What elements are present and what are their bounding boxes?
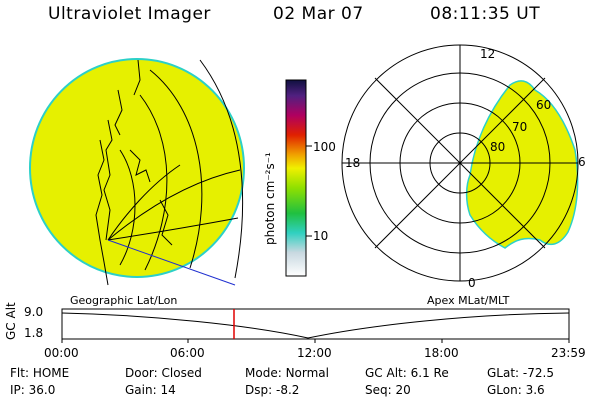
mlat-label-80: 80 bbox=[490, 140, 506, 154]
altitude-axis-label: GC Alt bbox=[4, 302, 18, 340]
mlt-label-18: 18 bbox=[345, 156, 361, 170]
info-flt-value: HOME bbox=[32, 366, 70, 380]
instrument-title: Ultraviolet Imager bbox=[48, 4, 211, 24]
info-seq-label: Seq: bbox=[365, 383, 392, 397]
geographic-label: Geographic Lat/Lon bbox=[70, 294, 178, 307]
altitude-plot bbox=[61, 308, 570, 343]
mlt-label-6: 6 bbox=[578, 155, 586, 169]
time-tick-2359: 23:59 bbox=[551, 346, 586, 360]
info-dsp: Dsp: -8.2 bbox=[245, 383, 299, 397]
time-tick-0000: 00:00 bbox=[44, 346, 79, 360]
mlt-label-0: 0 bbox=[468, 276, 476, 290]
info-mode-value: Normal bbox=[285, 366, 329, 380]
info-gain-label: Gain: bbox=[125, 383, 157, 397]
info-door: Door: Closed bbox=[125, 366, 202, 380]
info-glon-value: 3.6 bbox=[525, 383, 545, 397]
info-gcalt-label: GC Alt: bbox=[365, 366, 407, 380]
info-dsp-value: -8.2 bbox=[275, 383, 300, 397]
geographic-globe bbox=[29, 58, 245, 286]
info-glat-label: GLat: bbox=[487, 366, 520, 380]
time-label: 08:11:35 UT bbox=[430, 4, 541, 24]
altitude-min-label: 1.8 bbox=[24, 326, 44, 340]
colorbar-tick-10: 10 bbox=[313, 229, 329, 243]
apex-label: Apex MLat/MLT bbox=[427, 294, 510, 307]
time-tick-1800: 18:00 bbox=[424, 346, 459, 360]
info-seq-value: 20 bbox=[395, 383, 411, 397]
info-ip-value: 36.0 bbox=[28, 383, 56, 397]
mlat-label-70: 70 bbox=[512, 120, 528, 134]
colorbar-unit-label: photon cm⁻²s⁻¹ bbox=[263, 152, 277, 245]
date-label: 02 Mar 07 bbox=[273, 4, 364, 24]
info-door-value: Closed bbox=[161, 366, 202, 380]
info-gcalt: GC Alt: 6.1 Re bbox=[365, 366, 449, 380]
info-gcalt-value: 6.1 Re bbox=[410, 366, 449, 380]
info-mode: Mode: Normal bbox=[245, 366, 329, 380]
info-glon: GLon: 3.6 bbox=[487, 383, 545, 397]
info-glon-label: GLon: bbox=[487, 383, 522, 397]
colorbar-tick-100: 100 bbox=[313, 140, 336, 154]
info-door-label: Door: bbox=[125, 366, 158, 380]
time-tick-1200: 12:00 bbox=[297, 346, 332, 360]
mlt-label-12: 12 bbox=[480, 47, 496, 61]
info-ip: IP: 36.0 bbox=[10, 383, 55, 397]
mlat-label-60: 60 bbox=[536, 98, 552, 112]
color-scale-bar bbox=[285, 79, 312, 277]
info-seq: Seq: 20 bbox=[365, 383, 411, 397]
info-glat: GLat: -72.5 bbox=[487, 366, 554, 380]
info-dsp-label: Dsp: bbox=[245, 383, 273, 397]
info-glat-value: -72.5 bbox=[522, 366, 554, 380]
info-mode-label: Mode: bbox=[245, 366, 282, 380]
altitude-max-label: 9.0 bbox=[24, 305, 44, 319]
polar-mlt-plot bbox=[341, 44, 579, 282]
info-gain: Gain: 14 bbox=[125, 383, 176, 397]
time-tick-0600: 06:00 bbox=[170, 346, 205, 360]
info-flt-label: Flt: bbox=[10, 366, 29, 380]
info-gain-value: 14 bbox=[160, 383, 176, 397]
info-ip-label: IP: bbox=[10, 383, 25, 397]
info-flt: Flt: HOME bbox=[10, 366, 69, 380]
